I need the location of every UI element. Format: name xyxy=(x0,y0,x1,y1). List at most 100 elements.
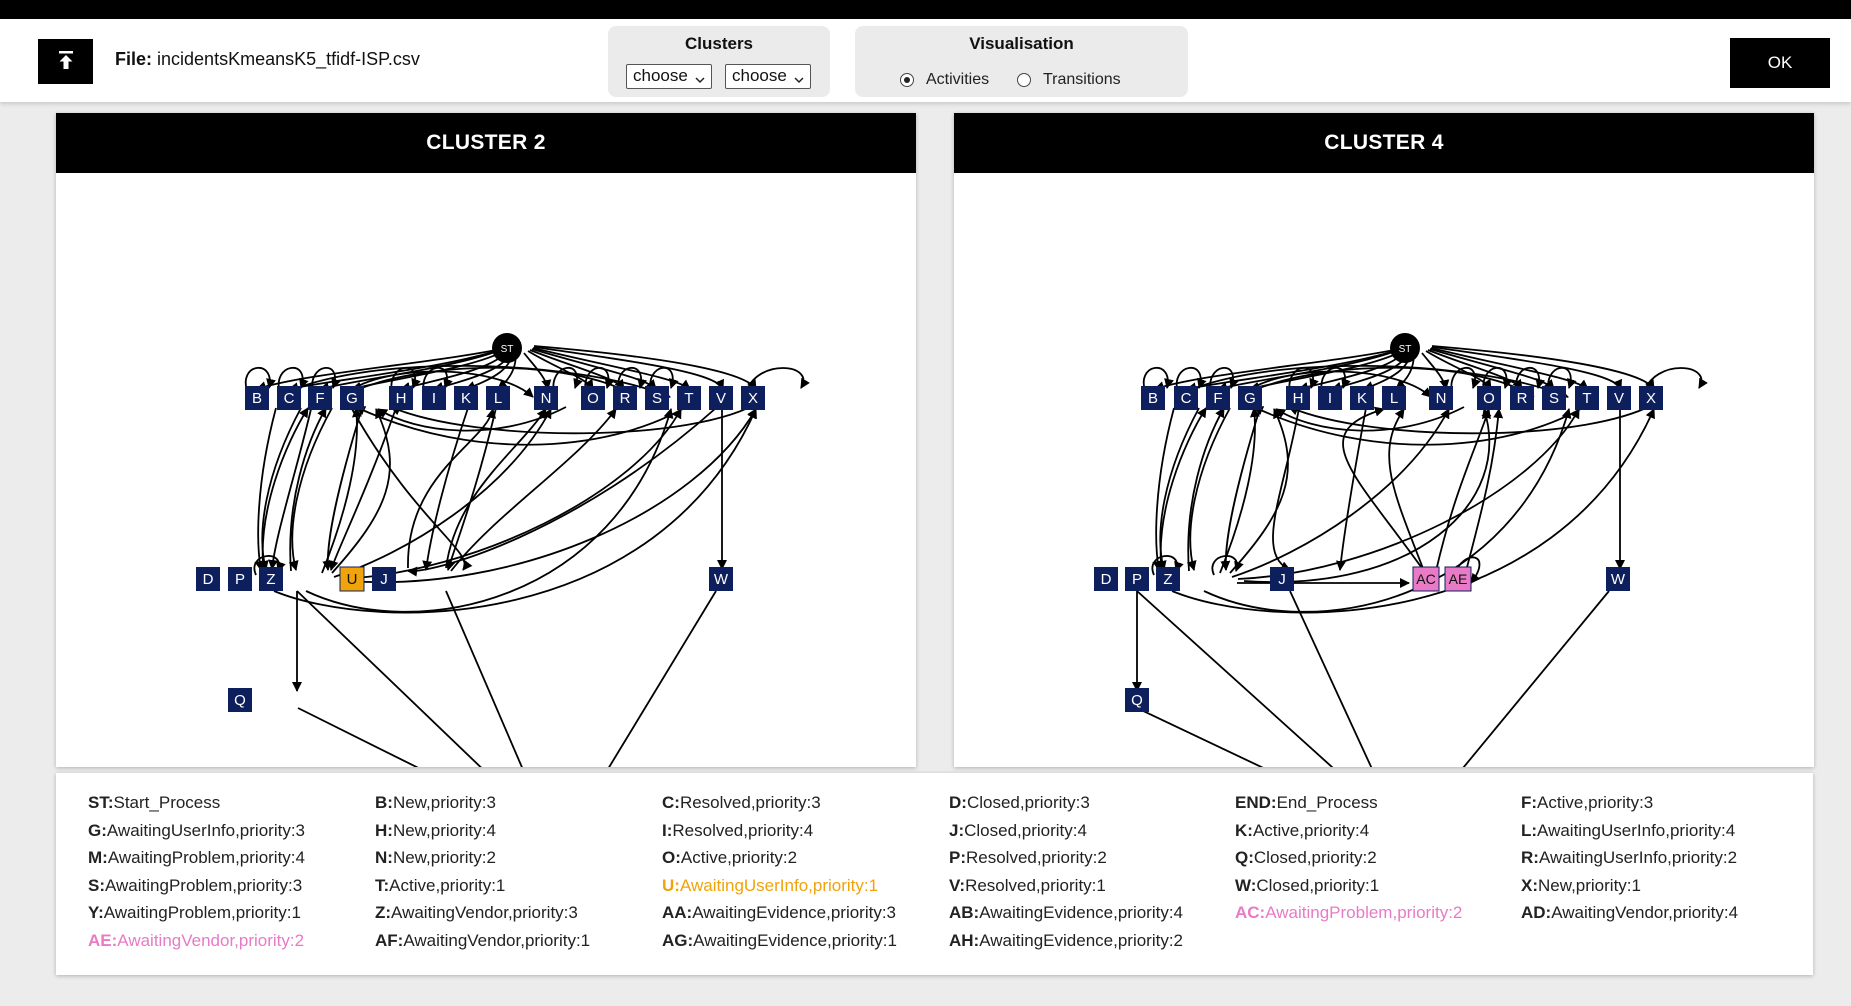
node-p: P xyxy=(1125,567,1149,591)
svg-text:U: U xyxy=(347,571,358,588)
node-k: K xyxy=(1350,386,1374,410)
svg-text:Q: Q xyxy=(234,692,246,709)
cluster-title: CLUSTER 4 xyxy=(954,113,1814,173)
legend-item: C:Resolved,priority:3 xyxy=(662,793,821,812)
svg-text:D: D xyxy=(203,571,214,588)
legend-item: ST:Start_Process xyxy=(88,793,221,812)
radio-activities-button[interactable] xyxy=(900,73,914,87)
cluster-select-1-value: choose xyxy=(633,66,688,85)
radio-selected-dot xyxy=(904,77,910,83)
cluster-select-1[interactable]: choose xyxy=(626,64,712,89)
svg-text:AC: AC xyxy=(1416,571,1435,587)
svg-text:K: K xyxy=(1357,390,1367,407)
node-t: T xyxy=(677,386,701,410)
top-row-nodes: B C F G H I K L N O R S T V X D P Z U J W Q xyxy=(196,386,765,712)
svg-text:ST: ST xyxy=(501,344,514,355)
svg-text:D: D xyxy=(1101,571,1112,588)
svg-text:T: T xyxy=(684,390,693,407)
svg-text:N: N xyxy=(1436,390,1447,407)
radio-transitions-label: Transitions xyxy=(1043,71,1121,88)
svg-text:G: G xyxy=(1244,390,1256,407)
node-d: D xyxy=(196,567,220,591)
legend-item: END:End_Process xyxy=(1235,793,1378,812)
node-i: I xyxy=(1318,386,1342,410)
svg-text:L: L xyxy=(494,390,502,407)
svg-text:V: V xyxy=(1614,390,1624,407)
svg-text:S: S xyxy=(652,390,662,407)
cluster-select-2[interactable]: choose xyxy=(725,64,811,89)
legend-item: AH:AwaitingEvidence,priority:2 xyxy=(949,930,1184,950)
legend-item: AF:AwaitingVendor,priority:1 xyxy=(375,930,591,950)
legend-item: J:Closed,priority:4 xyxy=(949,820,1087,840)
clusters-panel: Clusters choose choose xyxy=(608,26,830,97)
node-r: R xyxy=(1510,386,1534,410)
node-b: B xyxy=(245,386,269,410)
svg-text:C: C xyxy=(1181,390,1192,407)
node-c: C xyxy=(1174,386,1198,410)
node-s: S xyxy=(645,386,669,410)
node-n: N xyxy=(1429,386,1453,410)
legend-item: P:Resolved,priority:2 xyxy=(949,848,1107,867)
visualisation-panel: Visualisation Activities Transitions xyxy=(855,26,1188,97)
svg-text:R: R xyxy=(620,390,631,407)
node-d: D xyxy=(1094,567,1118,591)
cluster-card-right: CLUSTER 4 xyxy=(954,113,1814,767)
legend-item: S:AwaitingProblem,priority:3 xyxy=(88,875,303,895)
legend-item: R:AwaitingUserInfo,priority:2 xyxy=(1521,848,1738,867)
legend-item: U:AwaitingUserInfo,priority:1 xyxy=(662,875,879,895)
svg-text:X: X xyxy=(748,390,758,407)
radio-activities-label: Activities xyxy=(926,71,990,88)
radio-transitions-button[interactable] xyxy=(1017,73,1031,87)
upload-button[interactable] xyxy=(38,39,93,84)
node-k: K xyxy=(454,386,478,410)
node-l: L xyxy=(486,386,510,410)
svg-text:J: J xyxy=(380,571,388,588)
radio-activities[interactable]: Activities xyxy=(900,71,989,89)
legend-item: W:Closed,priority:1 xyxy=(1235,875,1380,895)
header-bar: File: incidentsKmeansK5_tfidf-ISP.csv Cl… xyxy=(0,19,1851,102)
node-h: H xyxy=(1286,386,1310,410)
node-st: ST xyxy=(492,333,522,363)
node-u: U xyxy=(339,566,365,592)
node-h: H xyxy=(389,386,413,410)
svg-text:N: N xyxy=(541,390,552,407)
legend-item: AC:AwaitingProblem,priority:2 xyxy=(1235,903,1463,922)
svg-text:Z: Z xyxy=(266,571,275,588)
node-x: X xyxy=(1639,386,1663,410)
node-n: N xyxy=(534,386,558,410)
svg-text:B: B xyxy=(252,390,262,407)
cluster-card-left: CLUSTER 2 xyxy=(56,113,916,767)
legend-panel: ST:Start_Process G:AwaitingUserInfo,prior… xyxy=(56,773,1813,975)
node-b: B xyxy=(1141,386,1165,410)
node-v: V xyxy=(709,386,733,410)
legend-item: N:New,priority:2 xyxy=(375,848,496,867)
ok-button[interactable]: OK xyxy=(1730,38,1830,88)
svg-text:R: R xyxy=(1517,390,1528,407)
legend-item: AD:AwaitingVendor,priority:4 xyxy=(1521,903,1739,922)
legend-item: AB:AwaitingEvidence,priority:4 xyxy=(949,903,1184,922)
legend-item: K:Active,priority:4 xyxy=(1235,820,1370,840)
svg-text:P: P xyxy=(235,571,245,588)
svg-text:K: K xyxy=(461,390,471,407)
svg-text:H: H xyxy=(1293,390,1304,407)
svg-text:C: C xyxy=(284,390,295,407)
svg-text:B: B xyxy=(1148,390,1158,407)
chevron-down-icon xyxy=(794,69,804,91)
legend-item: AA:AwaitingEvidence,priority:3 xyxy=(662,903,897,922)
svg-text:AE: AE xyxy=(1449,571,1468,587)
node-v: V xyxy=(1607,386,1631,410)
legend-item: X:New,priority:1 xyxy=(1521,875,1641,895)
node-q: Q xyxy=(228,688,252,712)
node-f: F xyxy=(308,386,332,410)
svg-text:W: W xyxy=(714,571,729,588)
node-p: P xyxy=(228,567,252,591)
radio-transitions[interactable]: Transitions xyxy=(1017,71,1121,89)
svg-text:V: V xyxy=(716,390,726,407)
svg-text:I: I xyxy=(1328,390,1332,407)
legend-item: V:Resolved,priority:1 xyxy=(949,875,1106,895)
legend-item: O:Active,priority:2 xyxy=(662,848,798,867)
node-f: F xyxy=(1206,386,1230,410)
node-ac: AC xyxy=(1412,566,1440,592)
node-w: W xyxy=(1606,567,1630,591)
